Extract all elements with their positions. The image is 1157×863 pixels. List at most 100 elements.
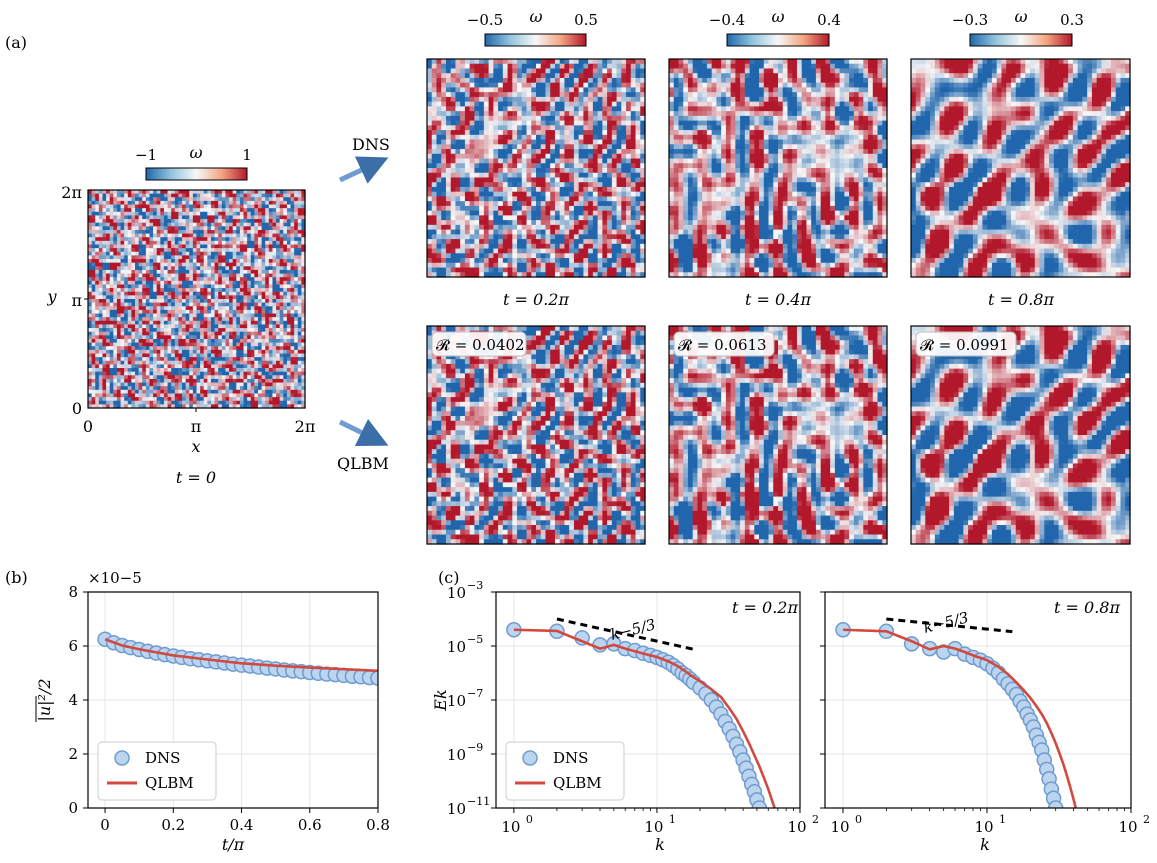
chart-c2-xtick-label: 10 [1118,818,1137,836]
chart-c1-ytick-exponent: −3 [467,579,483,592]
field-dns-t04 [669,59,888,278]
chart-c1-ytick-exponent: −5 [467,633,483,646]
y-tick-2pi: 2π [61,183,82,202]
snapshot-t04: −0.4 ω 0.4 t = 0.4π 𝓡 = 0.0613 [669,7,888,545]
colorbar-t08-symbol: ω [1014,7,1027,26]
chart-b-xtick-label: 0.2 [161,816,185,834]
chart-c1-annotation: t = 0.2π [732,598,798,617]
chart-b-xtick-label: 0.8 [366,816,390,834]
chart-c1-xtick-label: 10 [501,818,520,836]
chart-c1-legend-qlbm: QLBM [553,774,602,792]
chart-c1-ytick-exponent: −7 [467,687,483,700]
chart-c1-plot [507,619,776,846]
chart-b-legend-dns-marker [115,751,129,765]
chart-c1-ytick-label: 10 [447,746,466,764]
field-qlbm-t08 [911,326,1131,545]
chart-c1-ytick-label: 10 [447,638,466,656]
chart-c2-xtick-exponent: 0 [855,813,862,826]
chart-c2-slope-label: k−5/3 [922,608,971,637]
chart-b-multiplier: ×10−5 [88,569,142,587]
y-tick-0: 0 [72,399,82,418]
colorbar-t08 [970,34,1072,46]
chart-c1-xtick-label: 10 [644,818,663,836]
colorbar-initial-max: 1 [242,146,252,164]
field-dns-t02 [427,59,646,278]
chart-c2: 10 0 10 1 10 2 t = 0.8π k−5/3 k [820,592,1150,854]
x-axis-label: x [191,437,200,456]
chart-c2-xlabel: k [980,835,990,854]
chart-c1-dns-point [757,817,771,831]
chart-c2-grid [825,592,1131,808]
arrow-qlbm-label: QLBM [337,454,389,473]
snapshot-t02: −0.5 ω 0.5 t = 0.2π 𝓡 = 0.0402 [427,7,646,545]
chart-b-legend-dns: DNS [145,749,180,767]
chart-b-xtick-label: 0 [100,816,110,834]
chart-c1-ytick-exponent: −11 [467,795,490,808]
arrow-dns [340,160,383,180]
chart-c1-xlabel: k [655,835,665,854]
initial-field-group: −1 ω 1 2π π 0 y 0 π 2π x t = 0 [46,143,315,487]
time-label-initial: t = 0 [176,468,216,487]
chart-c1-ytick-label: 10 [447,584,466,602]
colorbar-t02 [485,34,586,46]
chart-b-ytick-label: 8 [68,583,78,601]
chart-c1-dns-point [759,825,773,839]
colorbar-t02-max: 0.5 [574,11,598,29]
chart-c1-legend-dns: DNS [553,749,588,767]
x-tick-pi: π [191,417,202,436]
chart-b-xlabel: t/π [222,835,245,854]
chart-c1-xtick-exponent: 2 [812,813,819,826]
chart-c1-legend: DNS QLBM [506,742,624,800]
chart-c1-xtick-label: 10 [787,818,806,836]
x-tick-2pi: 2π [295,417,316,436]
time-label-t02: t = 0.2π [503,290,569,309]
chart-b-ytick-label: 4 [68,691,78,709]
chart-b-ytick-label: 6 [68,637,78,655]
chart-c2-xtick-exponent: 1 [999,813,1006,826]
colorbar-t04-symbol: ω [771,7,784,26]
y-tick-pi: π [71,291,82,310]
x-tick-0: 0 [83,417,93,436]
colorbar-t04 [727,34,829,46]
chart-c1-ytick-label: 10 [447,800,466,818]
vorticity-field-initial [88,190,306,409]
colorbar-t02-symbol: ω [529,7,542,26]
field-qlbm-t04 [669,326,888,545]
colorbar-initial [146,168,247,180]
colorbar-t04-min: −0.4 [709,11,745,29]
r-value-t04: 𝓡 = 0.0613 [678,336,767,354]
field-qlbm-t02 [427,326,646,545]
chart-c2-dns-point [1053,817,1067,831]
field-dns-t08 [911,59,1131,278]
chart-c1-dns-point [755,809,769,823]
chart-b-ytick-label: 0 [68,799,78,817]
chart-b-ytick-label: 2 [68,745,78,763]
chart-c1-legend-dns-marker [523,751,537,765]
arrow-qlbm [340,422,383,443]
colorbar-t08-min: −0.3 [952,11,988,29]
colorbar-initial-min: −1 [135,146,157,164]
chart-c1-xtick-exponent: 1 [669,813,676,826]
chart-c1-dns-point [761,832,775,846]
y-axis-label: y [46,287,57,306]
panel-label-a: (a) [5,33,27,52]
time-label-t08: t = 0.8π [988,290,1054,309]
chart-b-legend: DNS QLBM [98,742,216,800]
panel-label-b: (b) [5,568,28,587]
r-value-t02: 𝓡 = 0.0402 [436,336,525,354]
chart-c1-ytick-exponent: −9 [467,741,483,754]
chart-b-xtick-label: 0.6 [298,816,322,834]
chart-c1-ylabel: Ek [431,689,450,711]
chart-c2-plot [836,619,1077,831]
chart-c2-xtick-label: 10 [830,818,849,836]
chart-c2-dns-point [1051,809,1065,823]
colorbar-t04-max: 0.4 [817,11,841,29]
snapshot-t08: −0.3 ω 0.3 t = 0.8π 𝓡 = 0.0991 [911,7,1131,545]
chart-b-ylabel-group: |u|²/2 [35,678,54,722]
chart-b-ylabel: |u|²/2 [35,678,54,721]
arrow-dns-label: DNS [352,135,390,154]
chart-c2-annotation: t = 0.8π [1054,598,1120,617]
colorbar-t02-min: −0.5 [467,11,503,29]
